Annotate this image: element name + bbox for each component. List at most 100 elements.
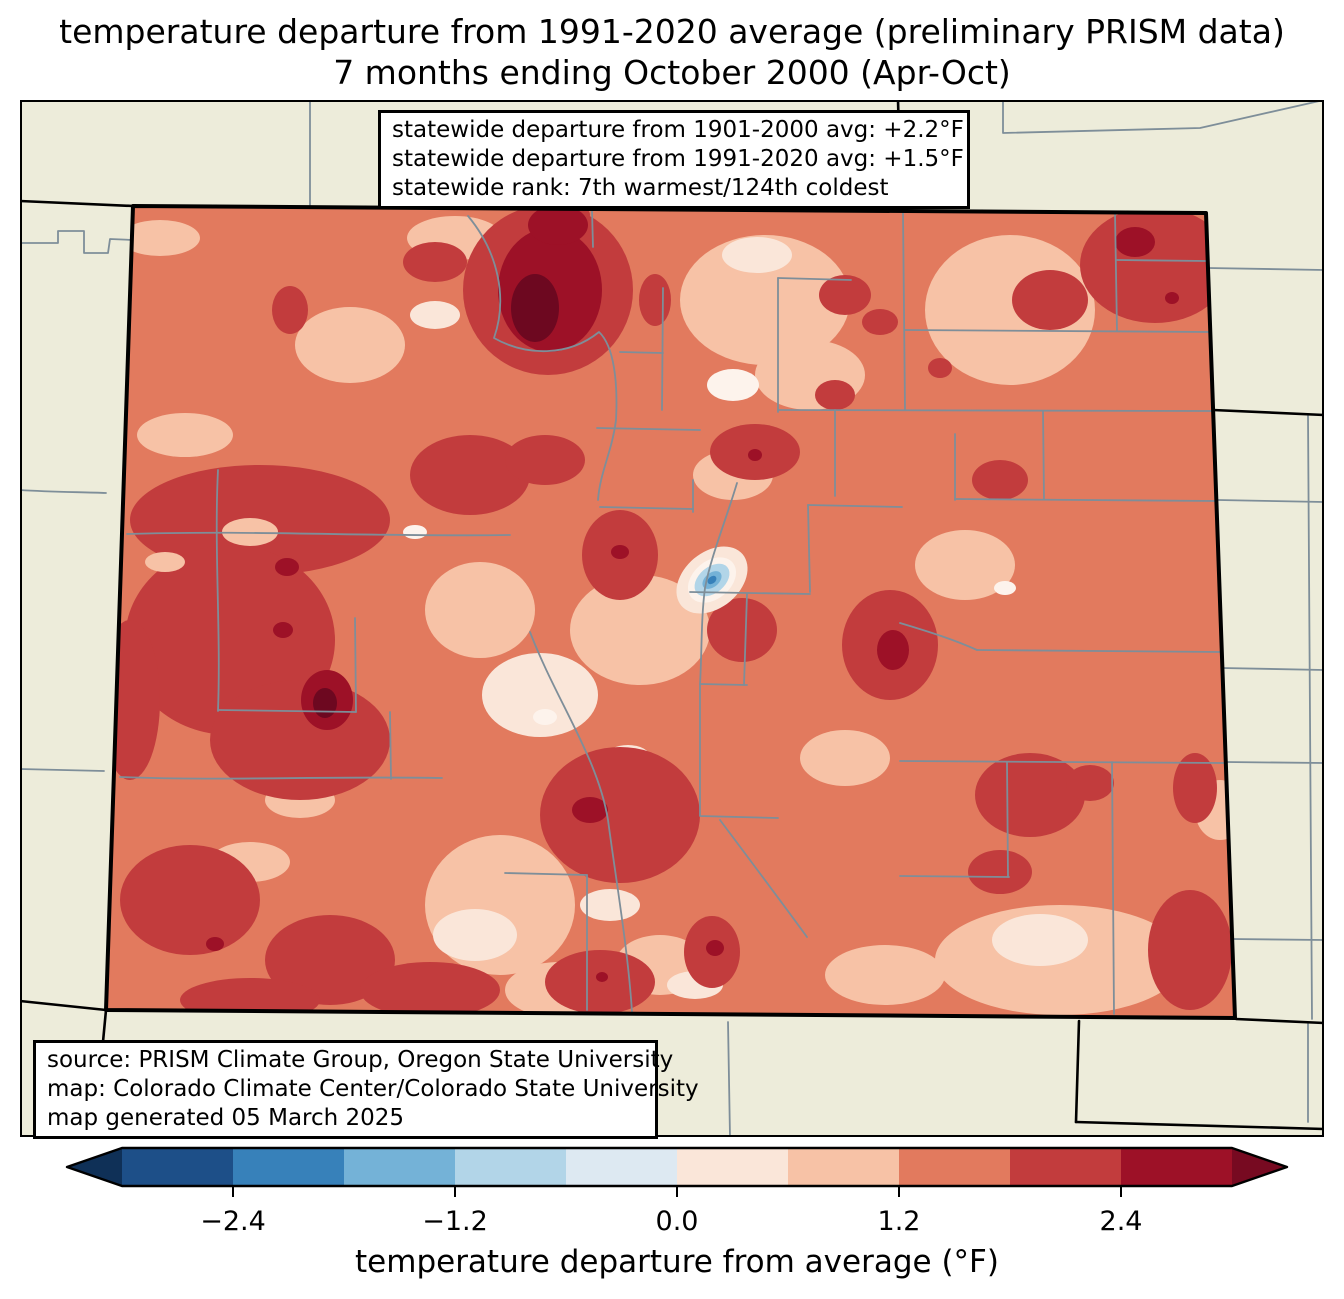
- colorado-county-lines-shape: [661, 287, 664, 411]
- colorado-county-lines-shape: [1116, 259, 1207, 262]
- pink-anomaly-blobs-shape: [425, 562, 535, 658]
- source-line-1: source: PRISM Climate Group, Oregon Stat…: [47, 1047, 674, 1073]
- red-anomaly-blobs-shape: [410, 435, 530, 515]
- red-anomaly-blobs-shape: [1066, 765, 1114, 801]
- colorbar-segment: [344, 1148, 455, 1186]
- pink-anomaly-blobs-shape: [825, 945, 945, 1005]
- colorado-county-lines-shape: [689, 591, 811, 595]
- colorbar-segment: [233, 1148, 344, 1186]
- neighbor-county-lines-shape: [20, 489, 107, 494]
- colorado-anomaly-map: [20, 100, 1324, 1137]
- maroon-anomaly-blobs-shape: [1165, 292, 1179, 304]
- colorado-county-lines-shape: [619, 351, 664, 354]
- colorado-county-lines-shape: [119, 776, 443, 780]
- near-zero-spots: [533, 369, 1016, 725]
- source-attribution-box: source: PRISM Climate Group, Oregon Stat…: [33, 1040, 699, 1139]
- source-line-2: map: Colorado Climate Center/Colorado St…: [47, 1076, 699, 1102]
- cream-anomaly-blobs-shape: [482, 653, 598, 737]
- red-anomaly-blobs-shape: [968, 850, 1032, 894]
- red-anomaly-blobs-shape: [975, 753, 1085, 837]
- maroon-anomaly-blobs-shape: [528, 206, 588, 245]
- near-zero-spots-shape: [994, 581, 1016, 595]
- cream-anomaly-blobs-shape: [580, 889, 640, 921]
- colorado-county-lines-shape: [215, 469, 220, 712]
- colorbar-over-arrow: [1232, 1148, 1287, 1186]
- colorado-county-lines-shape: [354, 617, 357, 713]
- colorado-county-lines-shape: [904, 329, 1211, 333]
- light-holes-shape: [145, 552, 185, 572]
- pink-anomaly-blobs-shape: [120, 220, 200, 256]
- near-zero-spots-shape: [533, 709, 557, 725]
- colorbar-tick-label: −1.2: [422, 1206, 488, 1237]
- colorado-county-lines-shape: [899, 760, 1225, 764]
- cool-spot: [676, 546, 748, 614]
- maroon-anomaly-blobs-shape: [572, 797, 608, 823]
- cream-anomaly-blobs-shape: [992, 914, 1088, 966]
- red-anomaly-blobs-shape: [272, 286, 308, 334]
- neighbor-county-lines-shape: [20, 768, 105, 772]
- chart-title-line1: temperature departure from 1991-2020 ave…: [59, 12, 1285, 51]
- extreme-warm-cores-shape: [511, 274, 559, 342]
- colorbar-tick-label: −2.4: [200, 1206, 266, 1237]
- neighbor-county-lines-shape: [1221, 667, 1324, 671]
- maroon-anomaly-blobs-shape: [596, 972, 608, 982]
- colorado-county-lines: [119, 209, 1225, 1015]
- maroon-anomaly-blobs-shape: [273, 622, 293, 638]
- colorbar-segment: [566, 1148, 677, 1186]
- colorbar-tick-label: 1.2: [878, 1206, 921, 1237]
- red-anomaly-blobs-shape: [707, 598, 777, 662]
- colorado-county-lines-shape: [699, 683, 748, 686]
- red-anomaly-blobs-shape: [639, 274, 671, 326]
- colorbar-segment: [455, 1148, 566, 1186]
- colorado-county-lines-shape: [1111, 761, 1115, 1015]
- red-anomaly-blobs-shape: [210, 680, 390, 800]
- neighbor-county-lines-shape: [1207, 267, 1324, 271]
- colorado-county-lines-shape: [719, 819, 808, 938]
- colorado-county-lines-shape: [1006, 761, 1009, 878]
- colorado-county-lines-shape: [777, 409, 1214, 412]
- anomaly-field: [106, 206, 1235, 1018]
- stats-line-2: statewide departure from 1991-2020 avg: …: [392, 146, 964, 172]
- source-line-3: map generated 05 March 2025: [47, 1105, 405, 1131]
- axes-frame: [20, 100, 1324, 1137]
- colorado-county-lines-shape: [389, 711, 392, 780]
- maroon-anomaly-blobs-shape: [611, 545, 629, 559]
- colorado-county-lines-shape: [899, 622, 978, 651]
- neighbor-state-borders-shape: [20, 199, 135, 208]
- colorbar-segments: [65, 1146, 1289, 1188]
- maroon-anomaly-blobs-shape: [275, 558, 299, 576]
- colorado-county-lines-shape: [217, 709, 357, 713]
- red-anomaly-blobs-shape: [505, 435, 585, 485]
- neighbor-county-lines-shape: [1217, 499, 1324, 503]
- red-anomaly-blobs-shape: [540, 747, 700, 883]
- cream-anomaly-blobs-shape: [433, 909, 517, 961]
- colorado-county-lines-shape: [504, 872, 588, 876]
- red-anomaly-blobs-shape: [360, 962, 500, 1018]
- colorado-county-lines-shape: [467, 215, 618, 501]
- colorado-county-lines-shape: [599, 506, 694, 510]
- colorado-county-lines-shape: [743, 593, 748, 686]
- colorado-county-lines-shape: [954, 498, 1219, 502]
- red-anomaly-blobs-shape: [265, 915, 395, 1005]
- red-anomaly-blobs-shape: [819, 275, 871, 315]
- neighbor-county-lines-shape: [20, 230, 134, 254]
- colorbar-segment: [899, 1148, 1010, 1186]
- maroon-anomaly-blobs-shape: [1115, 227, 1155, 257]
- stats-line-3: statewide rank: 7th warmest/124th coldes…: [392, 175, 889, 201]
- neighbor-county-lines-shape: [1224, 761, 1324, 764]
- pink-anomaly-blobs-shape: [800, 730, 890, 786]
- pink-anomaly-blobs-shape: [680, 235, 850, 365]
- colorbar: −2.4 −1.2 0.0 1.2 2.4 temperature departure …: [65, 1146, 1289, 1280]
- colorbar-segment: [677, 1148, 788, 1186]
- colorado-county-lines-shape: [902, 212, 906, 411]
- colorbar-segment: [1010, 1148, 1121, 1186]
- colorbar-segment: [1121, 1148, 1232, 1186]
- neighbor-state-borders-shape: [1074, 1120, 1324, 1131]
- red-anomaly-blobs-shape: [1173, 753, 1217, 823]
- colorbar-ticks: −2.4 −1.2 0.0 1.2 2.4: [200, 1186, 1142, 1237]
- colorado-county-lines-shape: [1114, 212, 1118, 332]
- light-holes-shape: [222, 518, 278, 546]
- maroon-anomaly-blobs-shape: [748, 449, 762, 461]
- neighbor-state-borders-shape: [20, 999, 108, 1012]
- neighbor-state-borders-shape: [1211, 408, 1324, 417]
